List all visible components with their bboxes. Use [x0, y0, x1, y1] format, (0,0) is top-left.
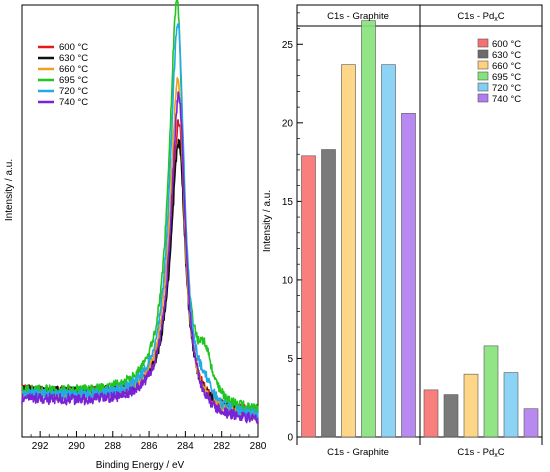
bar-rect: [401, 113, 416, 438]
bar-legend-swatch: [477, 49, 489, 59]
bar-y-tick-label: 10: [282, 275, 294, 286]
spectrum-legend-label: 660 °C: [59, 64, 88, 75]
bar-legend-label: 720 °C: [492, 83, 521, 94]
bar-legend-swatch: [477, 82, 489, 92]
bar-y-ticks: 0 5 10 15 20 25: [282, 12, 303, 444]
bar-legend-label: 660 °C: [492, 61, 521, 72]
spectrum-x-tick-label: 288: [104, 441, 121, 452]
bar-legend-swatch: [477, 71, 489, 81]
bar-series-bars: [301, 20, 539, 438]
bar-legend-label: 600 °C: [492, 39, 521, 50]
bar-legend-swatch: [477, 93, 489, 103]
bar-group-label-top-pdxc: C1s - PdxC: [457, 11, 504, 23]
spectrum-x-tick-label: 286: [141, 441, 158, 452]
bar-y-tick-label: 20: [282, 118, 294, 129]
spectrum-x-tick-label: 290: [68, 441, 85, 452]
bar-y-tick-label: 15: [282, 197, 294, 208]
bar-legend-swatch: [477, 60, 489, 70]
spectrum-series-line: [21, 0, 259, 415]
bar-y-axis-label: Intensity / a.u.: [262, 190, 273, 252]
spectrum-x-tick-label: 282: [213, 441, 230, 452]
bar-rect: [341, 64, 356, 438]
bar-legend-label: 695 °C: [492, 72, 521, 83]
bar-rect: [381, 64, 396, 438]
spectrum-series-line: [21, 23, 259, 419]
bar-group-label-bottom-graphite: C1s - Graphite: [327, 447, 389, 458]
bar-rect: [301, 155, 316, 438]
bar-group-label-top-graphite: C1s - Graphite: [327, 11, 389, 22]
bar-rect: [321, 149, 336, 438]
bar-rect: [443, 394, 459, 438]
bar-rect: [503, 372, 519, 438]
bar-y-tick-label: 0: [287, 433, 293, 444]
bar-rect: [483, 345, 499, 438]
spectrum-x-tick-label: 280: [250, 441, 267, 452]
bar-legend-swatch: [477, 38, 489, 48]
bar-legend-label: 630 °C: [492, 50, 521, 61]
spectrum-x-tick-label: 292: [32, 441, 49, 452]
spectrum-series-line: [21, 91, 259, 424]
bar-y-tick-label: 25: [282, 40, 294, 51]
spectrum-legend-label: 740 °C: [59, 97, 88, 108]
spectrum-x-tick-label: 284: [177, 441, 194, 452]
bar-rect: [423, 389, 439, 438]
bar-rect: [523, 408, 539, 438]
spectrum-x-ticks: 292 290 288 286 284 282 280: [30, 431, 267, 452]
bar-group-label-bottom-pdxc: C1s - PdxC: [457, 447, 504, 459]
bar-rect: [361, 20, 376, 438]
spectrum-y-axis-label: Intensity / a.u.: [4, 159, 15, 221]
spectrum-legend-label: 600 °C: [59, 42, 88, 53]
bar-y-tick-label: 5: [287, 354, 293, 365]
bar-legend-label: 740 °C: [492, 94, 521, 105]
bar-rect: [463, 373, 479, 438]
spectrum-legend-label: 630 °C: [59, 53, 88, 64]
spectrum-legend-label: 720 °C: [59, 86, 88, 97]
spectrum-series-lines: [21, 0, 259, 424]
spectrum-legend-label: 695 °C: [59, 75, 88, 86]
spectrum-x-axis-label: Binding Energy / eV: [96, 460, 185, 471]
